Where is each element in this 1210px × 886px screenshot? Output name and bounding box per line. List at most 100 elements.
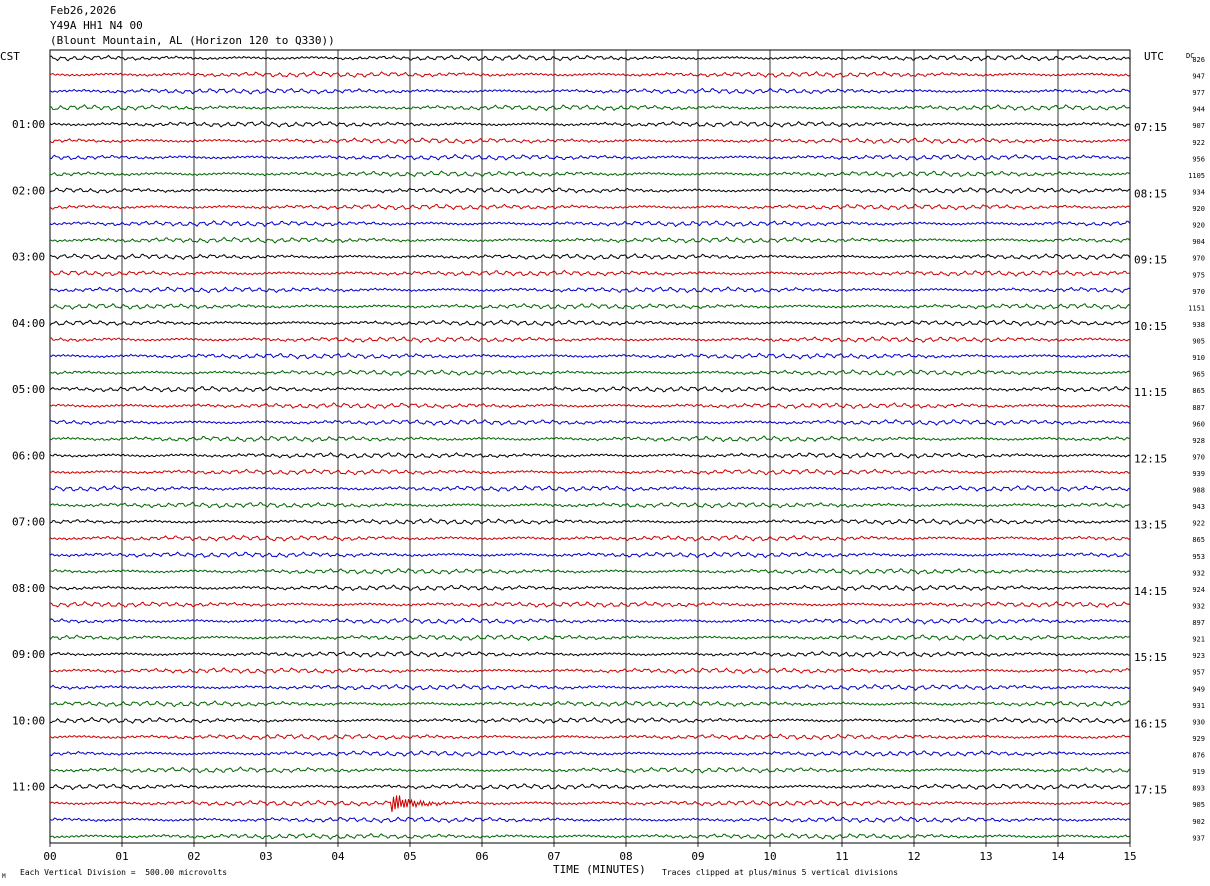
trace-line bbox=[49, 203, 1131, 211]
x-tick-label: 15 bbox=[1123, 850, 1136, 863]
dc-offset-label: 953 bbox=[1192, 553, 1205, 561]
cst-hour-label: 07:00 bbox=[12, 516, 45, 529]
dc-offset-label: 957 bbox=[1192, 669, 1205, 677]
x-tick-label: 03 bbox=[259, 850, 272, 863]
x-tick-label: 06 bbox=[475, 850, 488, 863]
dc-offset-label: 931 bbox=[1192, 702, 1205, 710]
dc-offset-label: 970 bbox=[1192, 453, 1205, 461]
utc-hour-label: 14:15 bbox=[1134, 585, 1167, 598]
dc-offset-label: 920 bbox=[1192, 222, 1205, 230]
clip-note: Traces clipped at plus/minus 5 vertical … bbox=[662, 868, 899, 877]
dc-offset-label: 970 bbox=[1192, 288, 1205, 296]
dc-offset-label: 902 bbox=[1192, 818, 1205, 826]
dc-offset-label: 1151 bbox=[1188, 304, 1205, 312]
cst-hour-label: 11:00 bbox=[12, 781, 45, 794]
dc-offset-label: 897 bbox=[1192, 619, 1205, 627]
x-tick-label: 02 bbox=[187, 850, 200, 863]
x-tick-label: 12 bbox=[907, 850, 920, 863]
trace-line bbox=[49, 733, 1131, 741]
trace-line bbox=[49, 402, 1131, 410]
trace-line bbox=[49, 518, 1131, 526]
dc-offset-label: 947 bbox=[1192, 73, 1205, 81]
dc-offset-label: 905 bbox=[1192, 338, 1205, 346]
header-station: Y49A HH1 N4 00 bbox=[50, 19, 143, 32]
dc-offset-label: 939 bbox=[1192, 470, 1205, 478]
dc-offset-label: 865 bbox=[1192, 387, 1205, 395]
dc-offset-label: 924 bbox=[1192, 586, 1205, 594]
dc-offset-label: 929 bbox=[1192, 735, 1205, 743]
trace-line bbox=[49, 187, 1131, 195]
trace-line bbox=[49, 286, 1131, 294]
dc-offset-label: 904 bbox=[1192, 238, 1205, 246]
trace-line bbox=[49, 336, 1131, 344]
utc-hour-label: 09:15 bbox=[1134, 254, 1167, 267]
x-tick-label: 14 bbox=[1051, 850, 1065, 863]
x-tick-label: 00 bbox=[43, 850, 56, 863]
dc-offset-label: 920 bbox=[1192, 205, 1205, 213]
trace-line bbox=[49, 683, 1131, 691]
trace-line bbox=[49, 236, 1131, 244]
dc-offset-label: 922 bbox=[1192, 520, 1205, 528]
trace-line bbox=[49, 700, 1131, 708]
utc-hour-label: 12:15 bbox=[1134, 452, 1167, 465]
dc-offset-label: 988 bbox=[1192, 487, 1205, 495]
trace-line bbox=[49, 170, 1131, 178]
dc-offset-label: 956 bbox=[1192, 155, 1205, 163]
cst-hour-label: 08:00 bbox=[12, 582, 45, 595]
trace-line bbox=[49, 816, 1131, 824]
cst-hour-label: 03:00 bbox=[12, 251, 45, 264]
dc-offset-label: 910 bbox=[1192, 354, 1205, 362]
trace-line bbox=[49, 87, 1131, 95]
trace-line bbox=[49, 418, 1131, 426]
cst-hour-label: 01:00 bbox=[12, 118, 45, 131]
x-tick-label: 13 bbox=[979, 850, 992, 863]
x-tick-label: 11 bbox=[835, 850, 848, 863]
cst-hour-label: 10:00 bbox=[12, 714, 45, 727]
cst-hour-label: 04:00 bbox=[12, 317, 45, 330]
dc-offset-label: 905 bbox=[1192, 801, 1205, 809]
dc-offset-label: 919 bbox=[1192, 768, 1205, 776]
trace-line bbox=[49, 319, 1131, 327]
trace-line bbox=[49, 253, 1131, 261]
dc-label: DC bbox=[1186, 52, 1194, 60]
trace-line bbox=[49, 584, 1131, 592]
trace-line bbox=[49, 667, 1131, 675]
x-axis-label: TIME (MINUTES) bbox=[553, 863, 646, 876]
x-tick-label: 09 bbox=[691, 850, 704, 863]
trace-line bbox=[49, 534, 1131, 542]
x-tick-label: 01 bbox=[115, 850, 128, 863]
dc-offset-label: 975 bbox=[1192, 271, 1205, 279]
cst-hour-label: 02:00 bbox=[12, 184, 45, 197]
utc-hour-label: 16:15 bbox=[1134, 717, 1167, 730]
trace-line bbox=[49, 120, 1131, 128]
cst-hour-label: 09:00 bbox=[12, 648, 45, 661]
x-tick-label: 07 bbox=[547, 850, 560, 863]
cst-axis-label: CST bbox=[0, 50, 20, 63]
trace-line bbox=[49, 600, 1131, 608]
dc-offset-label: 960 bbox=[1192, 420, 1205, 428]
dc-offset-label: 970 bbox=[1192, 255, 1205, 263]
trace-line bbox=[49, 71, 1131, 78]
trace-line bbox=[49, 750, 1131, 757]
utc-hour-label: 11:15 bbox=[1134, 386, 1167, 399]
grid bbox=[49, 49, 1131, 847]
trace-line bbox=[49, 551, 1131, 559]
dc-offset-label: 934 bbox=[1192, 188, 1205, 196]
utc-axis-label: UTC bbox=[1144, 50, 1164, 63]
dc-offset-label: 865 bbox=[1192, 536, 1205, 544]
dc-offset-label: 943 bbox=[1192, 503, 1205, 511]
trace-line bbox=[49, 302, 1131, 310]
dc-offset-label: 887 bbox=[1192, 404, 1205, 412]
dc-offset-label: 932 bbox=[1192, 602, 1205, 610]
dc-offset-label: 932 bbox=[1192, 569, 1205, 577]
trace-line bbox=[49, 269, 1131, 278]
dc-offset-label: 928 bbox=[1192, 437, 1205, 445]
utc-hour-label: 15:15 bbox=[1134, 651, 1167, 664]
cst-hour-label: 05:00 bbox=[12, 383, 45, 396]
dc-offset-label: 937 bbox=[1192, 834, 1205, 842]
trace-line bbox=[49, 54, 1131, 62]
header-date: Feb26,2026 bbox=[50, 4, 117, 17]
utc-hour-label: 08:15 bbox=[1134, 187, 1167, 200]
trace-line bbox=[49, 634, 1131, 642]
